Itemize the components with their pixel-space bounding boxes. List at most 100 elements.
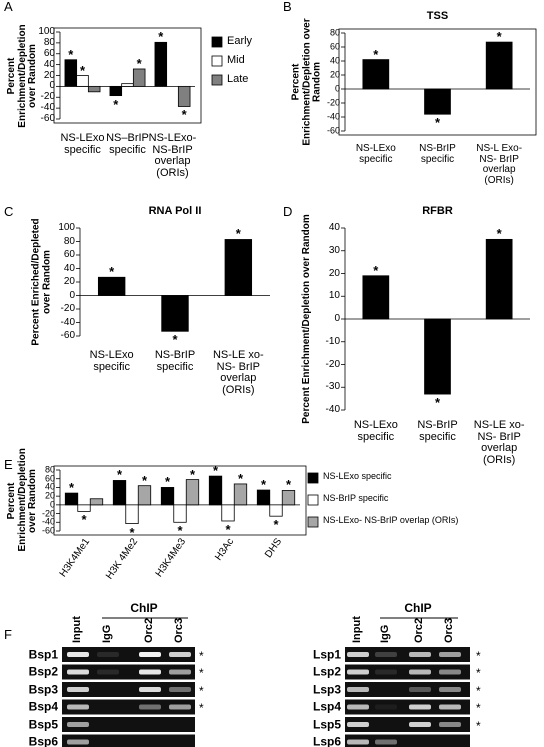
bar [177,85,191,107]
bar [97,276,126,296]
legend-label: Early [227,35,253,47]
bar [173,504,187,523]
significance-marker: * [116,467,123,483]
gel-band [67,722,89,727]
gel-band [409,704,431,710]
x-tick-label: NS-LExo specific [353,419,398,443]
x-tick-label: NS-LE xo- NS- BrIP overlap (ORIs) [212,349,264,396]
y-tick-label: -40 [60,316,75,328]
bar [424,318,451,395]
bar [221,504,235,522]
significance-marker: * [181,107,187,123]
bar [185,479,200,506]
legend-label: NS-BrIP specific [323,493,389,503]
chart-title: TSS [426,10,449,22]
chip-header: ChIP [130,601,158,615]
panel-label: E [4,457,13,472]
bar [109,85,123,97]
significance-marker: * [79,62,86,78]
y-axis-title: Percent Enriched/Depleted over Random [30,218,53,346]
gel-band [67,687,89,692]
bar [160,487,175,506]
row-label: Lsp6 [312,734,341,747]
y-tick-label: 20 [44,490,55,501]
significance-marker: * [496,226,502,242]
gel-band [169,669,191,675]
panel-label: B [283,0,292,14]
y-tick-label: 0 [49,499,55,510]
legend-label: Mid [227,54,245,66]
gel-band [347,722,369,727]
y-tick-label: 60 [43,47,55,59]
bar [154,41,168,87]
bar [125,504,139,524]
y-tick-label: -40 [325,403,340,415]
y-tick-label: 40 [43,58,55,70]
lane-label: Orc3 [443,617,455,643]
legend-swatch [307,494,319,506]
y-tick-label: 100 [38,25,55,37]
bar [424,88,451,115]
lane-label: Input [71,616,83,643]
y-tick-label: -20 [326,97,340,108]
gel-band [375,652,397,657]
y-tick-label: -60 [41,525,55,536]
significance-marker: * [273,517,279,533]
gel-band [67,669,89,675]
legend-swatch [211,74,223,86]
y-tick-label: -20 [41,507,55,518]
y-tick-label: 10 [328,290,340,301]
y-tick-label: 100 [58,221,75,233]
y-tick-label: 60 [44,472,55,483]
bar [76,75,89,87]
panel-label: D [283,204,293,219]
significance-marker: * [476,700,481,715]
row-label: Lsp5 [312,717,341,732]
gel-strip [345,682,470,697]
gel-strip [62,682,195,697]
lane-label: Input [351,616,363,643]
gel-strip [62,717,195,732]
significance-marker: * [81,512,87,528]
y-axis-title: Percent Enrichment/Depletion over Random [5,447,38,551]
x-tick-label: NS-L Exo- NS- BrIP overlap (ORIs) [476,143,523,186]
y-tick-label: -60 [40,112,55,124]
gel-band [347,739,369,745]
legend-label: NS-LExo specific [323,471,392,481]
significance-marker: * [434,115,441,131]
row-label: Bsp6 [28,734,58,747]
significance-marker: * [199,683,204,698]
significance-marker: * [235,226,241,242]
gel-band [439,704,461,710]
row-label: Lsp1 [312,647,341,662]
row-label: Lsp3 [312,682,341,697]
y-tick-label: -20 [325,358,340,370]
gel-strip [345,699,470,715]
bar [112,480,127,506]
significance-marker: * [172,332,178,348]
bar [132,68,146,87]
row-label: Bsp2 [28,664,58,679]
significance-marker: * [68,46,74,62]
plot-frame [53,27,202,124]
bar [224,239,253,296]
bar [64,492,79,506]
gel-band [375,704,397,710]
y-tick-label: -60 [326,125,340,136]
x-tick-label: NS-BrIP specific [417,419,458,443]
row-label: Bsp5 [28,717,58,732]
gel-band [67,704,89,710]
y-tick-label: 80 [63,235,75,247]
legend-swatch [211,55,223,67]
y-axis-title: Percent Enrichment/Depletion over Random [5,23,38,128]
gel-band [139,704,161,710]
bar [485,238,513,320]
bar [87,85,101,93]
x-tick-label: NS-LE xo- NS- BrIP overlap (ORIs) [473,419,525,466]
x-tick-label: NS-BrIP specific [154,349,196,373]
significance-marker: * [68,480,75,496]
significance-marker: * [129,524,135,540]
bar [256,489,271,506]
lane-label: Orc3 [173,617,185,643]
